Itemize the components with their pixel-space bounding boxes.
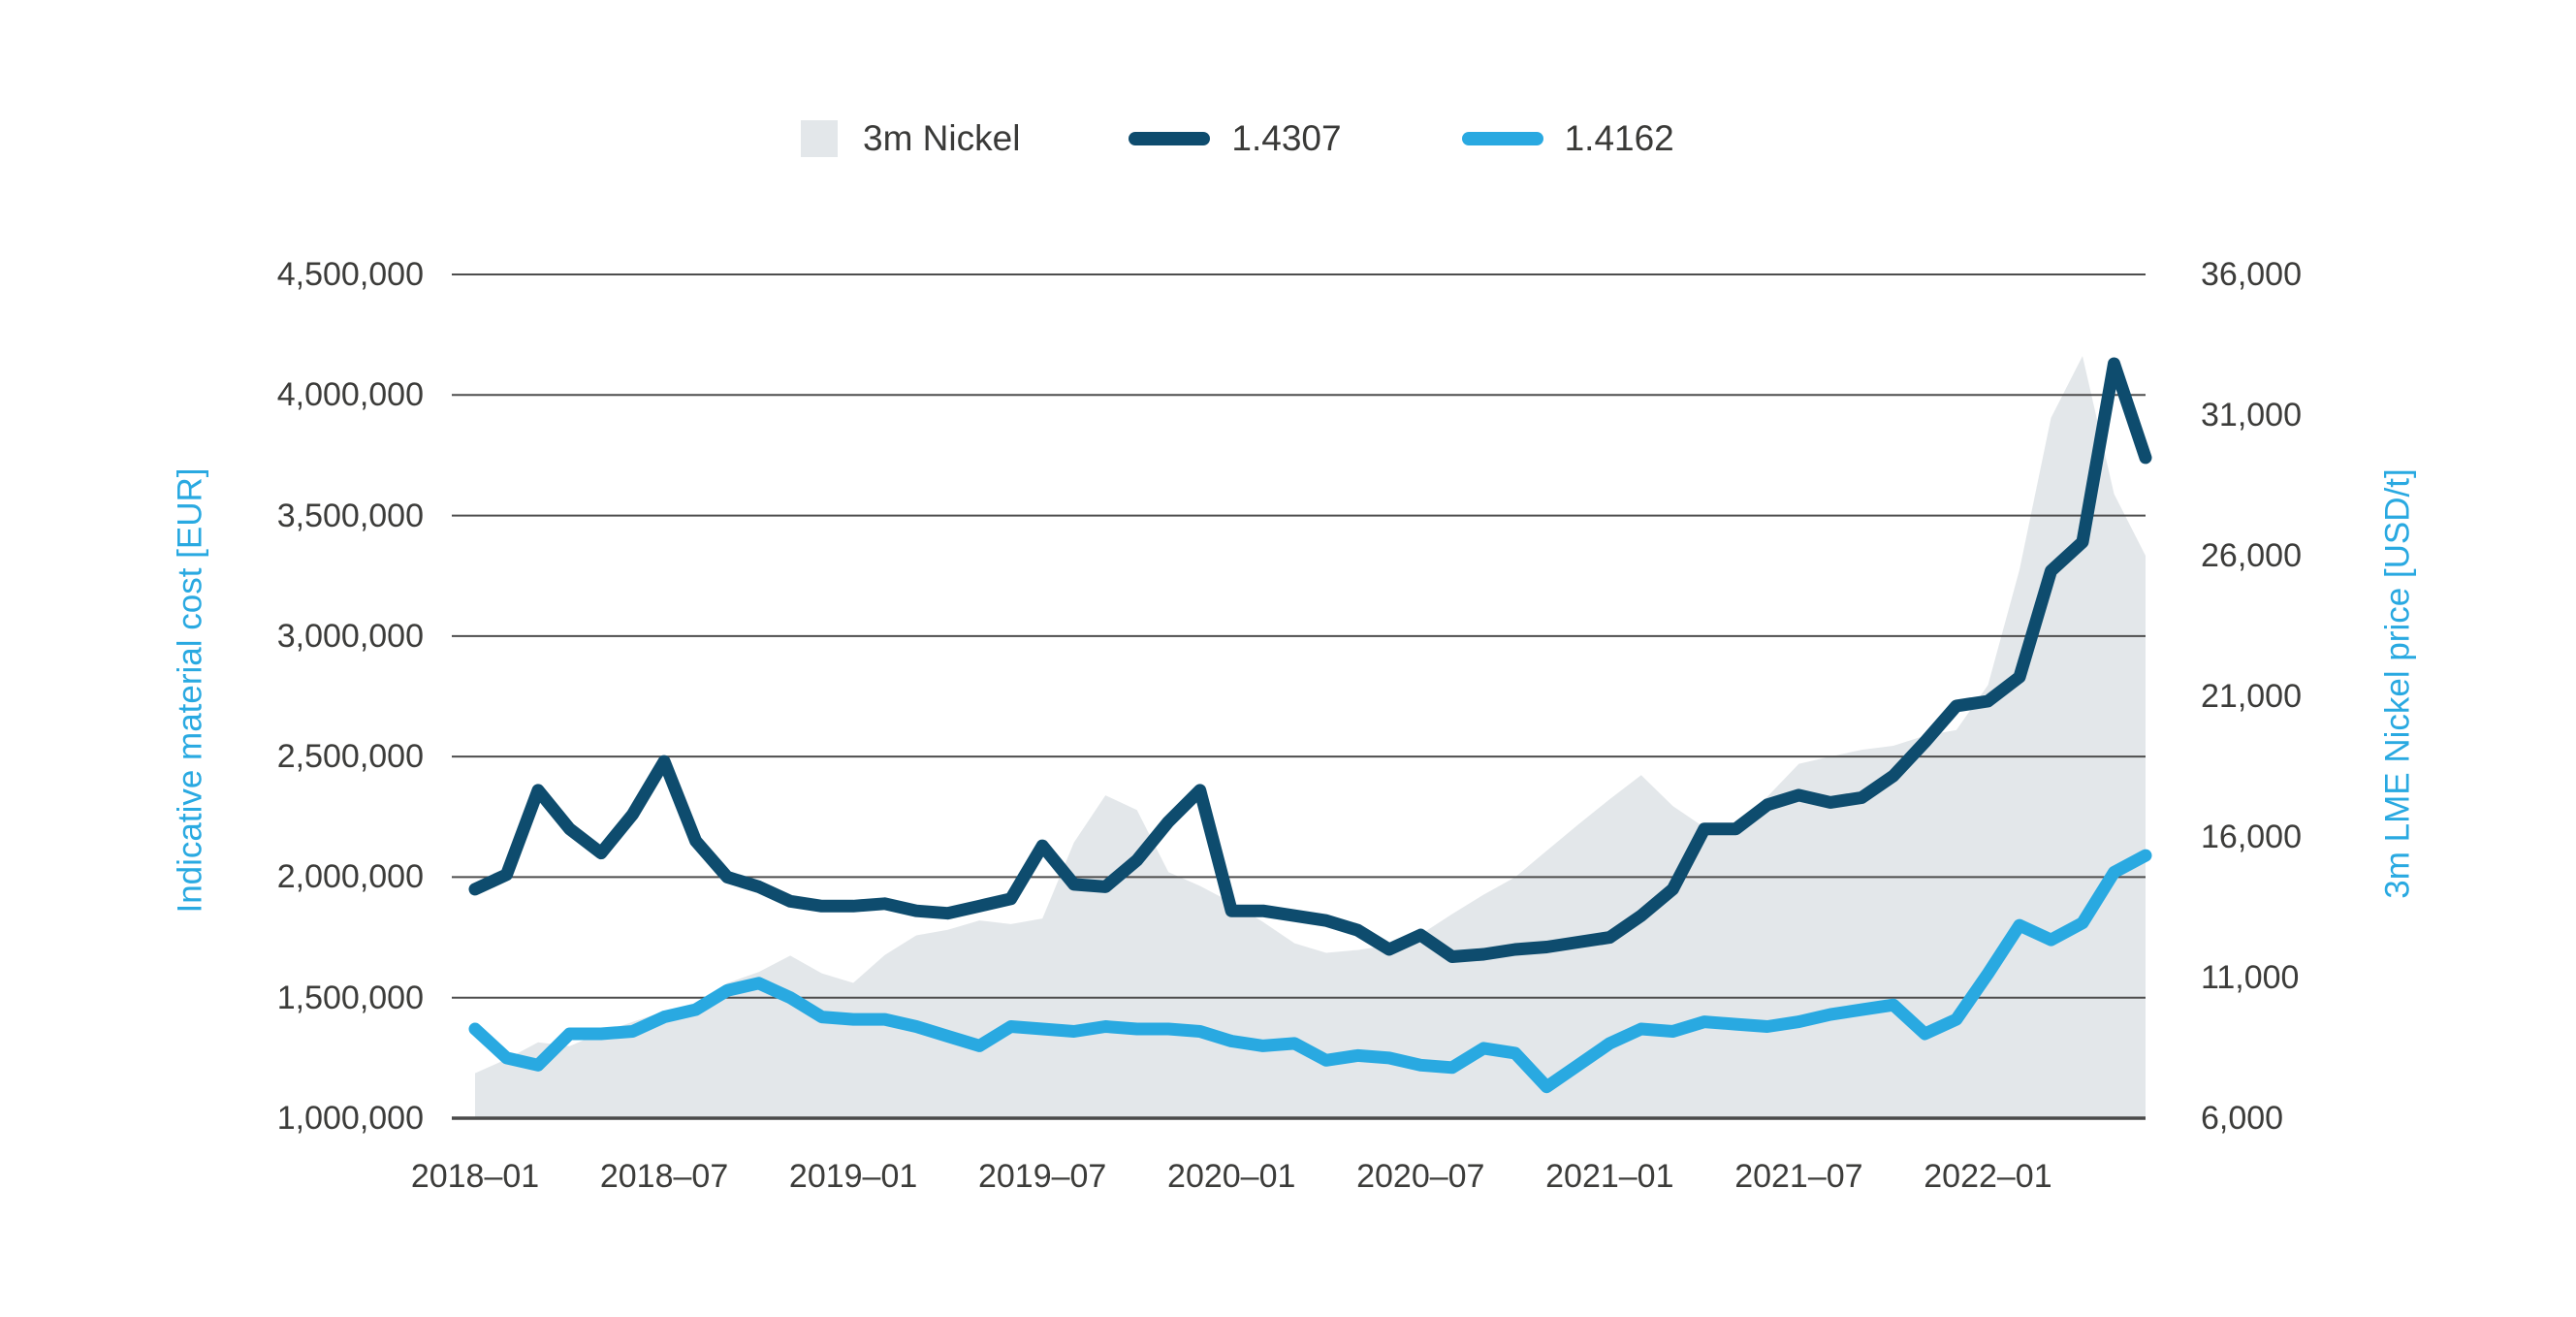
left-axis-title: Indicative material cost [EUR] xyxy=(171,467,209,914)
line-swatch-icon xyxy=(1129,132,1211,145)
x-axis-tick-label: 2018–01 xyxy=(410,1158,540,1195)
left-axis-tick-label: 4,500,000 xyxy=(276,256,424,293)
right-axis-tick-label: 11,000 xyxy=(2201,959,2300,996)
left-axis-tick-label: 3,500,000 xyxy=(276,497,424,534)
right-axis-tick-label: 21,000 xyxy=(2201,678,2302,715)
right-axis-tick-label: 6,000 xyxy=(2201,1100,2284,1137)
left-axis-tick-label: 4,000,000 xyxy=(276,376,424,414)
left-axis-tick-label: 2,000,000 xyxy=(276,858,424,896)
right-axis-tick-label: 26,000 xyxy=(2201,537,2302,574)
legend-label-3m-nickel: 3m Nickel xyxy=(863,118,1021,158)
x-axis-tick-label: 2018–07 xyxy=(599,1158,729,1195)
left-axis-tick-label: 1,000,000 xyxy=(276,1100,424,1137)
series-area-3m-nickel xyxy=(475,356,2146,1119)
x-axis-tick-label: 2022–01 xyxy=(1924,1158,2052,1195)
left-axis-tick-label: 3,000,000 xyxy=(276,617,424,655)
legend-item-14162: 1.4162 xyxy=(1461,118,1674,159)
x-axis-tick-label: 2021–01 xyxy=(1545,1158,1674,1195)
legend-label-14307: 1.4307 xyxy=(1231,118,1342,158)
series-line-14307 xyxy=(468,357,2152,963)
line-swatch-icon xyxy=(1461,132,1543,145)
area-swatch-icon xyxy=(801,120,838,157)
x-axis-tick-label: 2020–07 xyxy=(1356,1158,1485,1195)
legend-label-14162: 1.4162 xyxy=(1564,118,1674,158)
right-axis-tick-label: 36,000 xyxy=(2201,256,2302,293)
left-axis-tick-label: 2,500,000 xyxy=(276,738,424,776)
chart-legend: 3m Nickel 1.4307 1.4162 xyxy=(801,116,1674,161)
right-axis-title: 3m LME Nickel price [USD/t] xyxy=(2378,468,2417,899)
legend-item-3m-nickel: 3m Nickel xyxy=(801,118,1020,159)
left-axis-tick-label: 1,500,000 xyxy=(276,979,424,1016)
right-axis-tick-label: 16,000 xyxy=(2201,819,2302,855)
x-axis-tick-label: 2020–01 xyxy=(1167,1158,1296,1195)
x-axis-tick-label: 2021–07 xyxy=(1734,1158,1863,1195)
series-line-14162 xyxy=(468,849,2152,1094)
legend-item-14307: 1.4307 xyxy=(1129,118,1342,159)
right-axis-tick-label: 31,000 xyxy=(2201,397,2302,434)
x-axis-tick-label: 2019–01 xyxy=(788,1158,918,1195)
x-axis-tick-label: 2019–07 xyxy=(977,1158,1107,1195)
